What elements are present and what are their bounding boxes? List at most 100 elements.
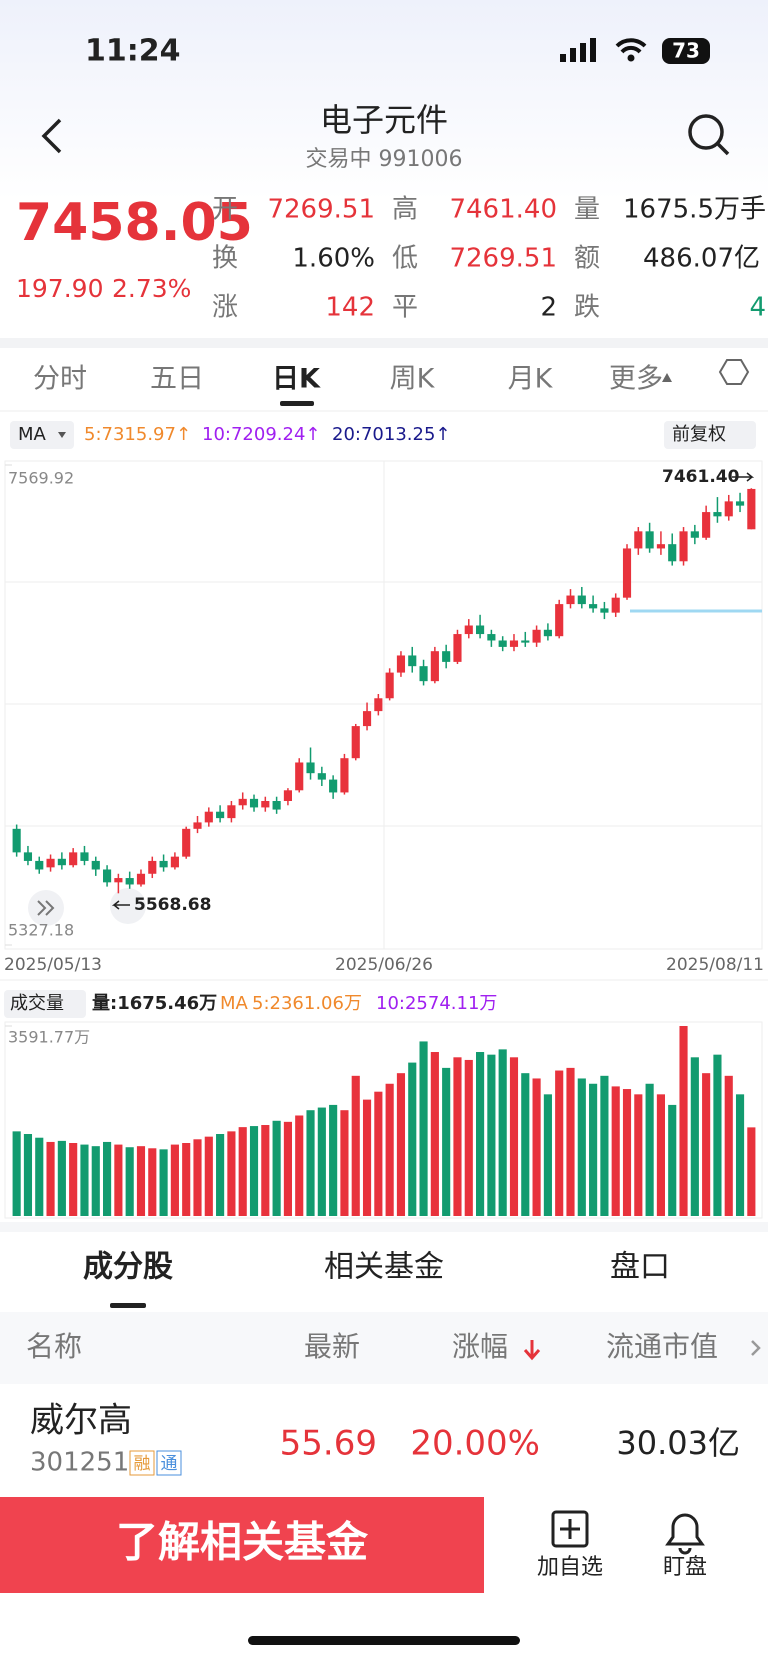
ma20: 20:7013.25↑	[332, 424, 451, 445]
volume-bar	[249, 1126, 259, 1216]
adjust-selector[interactable]	[664, 421, 756, 449]
volume-bar	[476, 1052, 485, 1216]
x-tick-label: 2025/05/13	[4, 955, 102, 975]
candle-body	[442, 651, 451, 662]
candle-body	[46, 858, 55, 868]
period-tab[interactable]: 五日	[150, 364, 204, 395]
candle-body	[702, 512, 711, 538]
time: 11:24	[85, 34, 181, 69]
tag: 通	[161, 1454, 178, 1474]
subtitle: 交易中 991006	[306, 147, 463, 172]
vol-ma10: 10:2574.11万	[376, 993, 497, 1014]
period-tab[interactable]: 月K	[508, 364, 554, 395]
max-arrow	[732, 472, 755, 482]
volume-bar	[283, 1121, 292, 1216]
candle-body	[521, 640, 530, 643]
price: 7458.05	[16, 193, 253, 253]
stats: 开 7269.51 高 7461.40 量 1675.5万手 换 1.60% 低…	[212, 195, 766, 323]
volume-bar	[702, 1073, 711, 1216]
bottom-tab[interactable]: 相关基金	[324, 1250, 444, 1285]
change: 197.90	[16, 274, 103, 303]
stock-name[interactable]: 威尔高	[30, 1401, 132, 1441]
candle-body	[216, 811, 225, 819]
volume-bar	[521, 1073, 530, 1216]
stock-code: 301251	[30, 1448, 129, 1478]
volume-bar	[735, 1094, 745, 1216]
candle-body	[498, 640, 507, 647]
volume-bar	[35, 1137, 44, 1216]
stat-label: 跌	[574, 293, 600, 323]
candle-body	[464, 625, 473, 635]
candle-body	[148, 860, 157, 874]
candle-body	[555, 604, 564, 637]
wifi	[615, 38, 647, 54]
volume-bar	[57, 1140, 66, 1216]
candle-body	[690, 531, 699, 538]
stat-value: 2	[540, 293, 557, 323]
column-header[interactable]: 涨幅	[452, 1330, 508, 1363]
stat-label: 高	[392, 195, 418, 225]
battery-level: 73	[672, 39, 700, 63]
stat-label: 量	[574, 195, 600, 225]
candle-body	[12, 828, 21, 853]
home-indicator	[248, 1636, 520, 1645]
candle-body	[611, 597, 620, 613]
column-header[interactable]: 流通市值	[606, 1330, 718, 1363]
volume-bar	[23, 1134, 33, 1216]
candle-body	[577, 595, 586, 605]
volume-bar	[419, 1041, 428, 1216]
scroll-right[interactable]	[751, 1340, 761, 1356]
bell-icon	[665, 1513, 705, 1555]
watch-button[interactable]: 盯盘	[663, 1555, 707, 1580]
volume-bar	[12, 1131, 21, 1216]
stat-value: 1675.5万手	[623, 195, 766, 225]
column-header: 名称	[26, 1330, 82, 1363]
search-button[interactable]	[688, 114, 730, 156]
volume-bar	[442, 1067, 451, 1216]
volume-bar	[159, 1149, 168, 1216]
reset-button[interactable]	[110, 888, 146, 924]
period-tab-active[interactable]: 日K	[272, 364, 321, 395]
volume-bar	[589, 1083, 598, 1216]
candle-body	[408, 655, 417, 667]
expand-button[interactable]	[28, 890, 64, 926]
volume-bar	[227, 1131, 236, 1216]
stat-value: 4	[749, 293, 766, 323]
candle-body	[453, 634, 462, 662]
volume-bar	[182, 1142, 191, 1216]
table-header-bg	[0, 1312, 768, 1384]
stock-change: 20.00%	[410, 1424, 540, 1464]
divider	[0, 338, 768, 348]
stat-value: 7269.51	[449, 244, 557, 274]
min-arrow	[111, 900, 130, 910]
candle-body	[476, 625, 485, 635]
bottom-tab-active[interactable]: 成分股	[83, 1250, 173, 1285]
candle-body	[509, 640, 519, 647]
volume-bar	[216, 1134, 225, 1216]
stat-label: 涨	[212, 293, 238, 323]
ma-selector[interactable]	[10, 421, 74, 449]
back-button[interactable]	[41, 118, 62, 154]
candle-body	[272, 801, 281, 810]
volume-bar	[204, 1136, 213, 1216]
indicator-selector[interactable]	[4, 990, 86, 1018]
column-header[interactable]: 最新	[304, 1330, 360, 1363]
ma-label: MA	[18, 424, 47, 445]
add-watchlist[interactable]: 加自选	[537, 1555, 603, 1580]
primary-button[interactable]	[0, 1497, 484, 1593]
settings-button[interactable]	[718, 359, 750, 385]
volume-bar	[295, 1115, 304, 1216]
x-tick-label: 2025/06/26	[335, 955, 433, 975]
candle-body	[351, 726, 360, 759]
period-tab[interactable]: 周K	[390, 364, 436, 395]
change-pct: 2.73%	[112, 274, 191, 303]
candle-body	[396, 655, 406, 673]
period-tab[interactable]: 更多	[609, 364, 663, 395]
bottom-tab[interactable]: 盘口	[610, 1250, 670, 1285]
tab-indicator	[280, 401, 314, 406]
volume-bar	[645, 1083, 654, 1216]
candle-body	[668, 544, 677, 562]
period-tab[interactable]: 分时	[33, 364, 87, 395]
candle-body	[159, 860, 168, 868]
